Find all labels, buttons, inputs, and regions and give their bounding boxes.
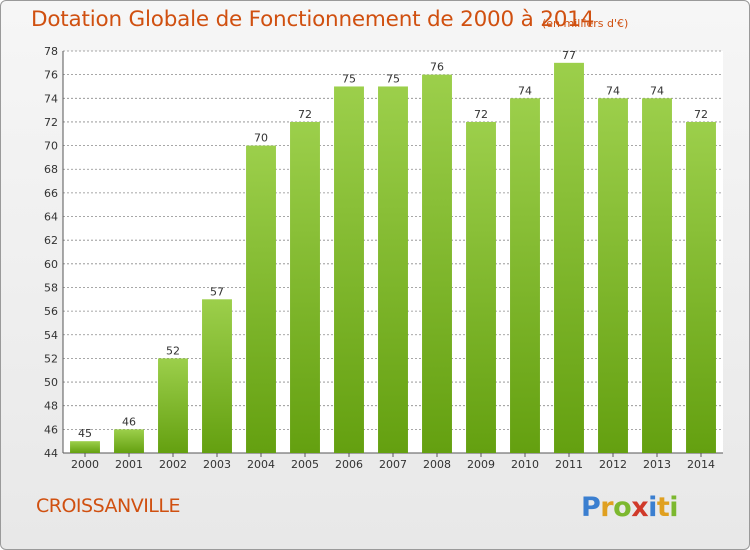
bar bbox=[246, 145, 276, 453]
y-tick-label: 62 bbox=[44, 234, 58, 247]
data-label: 70 bbox=[254, 132, 268, 145]
chart-title: Dotation Globale de Fonctionnement de 20… bbox=[31, 7, 595, 32]
y-tick-label: 78 bbox=[44, 45, 58, 58]
bar bbox=[70, 441, 100, 453]
y-tick-label: 72 bbox=[44, 116, 58, 129]
x-tick-label: 2014 bbox=[687, 458, 715, 471]
y-tick-label: 74 bbox=[44, 92, 58, 105]
x-tick-label: 2013 bbox=[643, 458, 671, 471]
y-tick-label: 50 bbox=[44, 376, 58, 389]
data-label: 52 bbox=[166, 344, 180, 357]
data-label: 74 bbox=[518, 84, 532, 97]
x-tick-label: 2009 bbox=[467, 458, 495, 471]
bar bbox=[290, 121, 320, 454]
y-tick-label: 46 bbox=[44, 423, 58, 436]
data-label: 46 bbox=[122, 415, 136, 428]
chart-unit: (en milliers d'€) bbox=[542, 17, 629, 30]
bar bbox=[202, 299, 232, 453]
y-tick-label: 64 bbox=[44, 211, 58, 224]
x-tick-label: 2003 bbox=[203, 458, 231, 471]
data-label: 75 bbox=[386, 72, 400, 85]
bar bbox=[466, 121, 496, 454]
data-label: 74 bbox=[606, 84, 620, 97]
y-tick-label: 66 bbox=[44, 187, 58, 200]
y-tick-label: 60 bbox=[44, 258, 58, 271]
data-label: 76 bbox=[430, 61, 444, 74]
x-tick-label: 2004 bbox=[247, 458, 275, 471]
y-tick-label: 48 bbox=[44, 400, 58, 413]
bar bbox=[510, 98, 540, 453]
data-label: 72 bbox=[694, 108, 708, 121]
x-tick-label: 2006 bbox=[335, 458, 363, 471]
data-label: 72 bbox=[298, 108, 312, 121]
bar bbox=[334, 86, 364, 454]
y-tick-label: 56 bbox=[44, 305, 58, 318]
y-tick-label: 54 bbox=[44, 329, 58, 342]
commune-name: CROISSANVILLE bbox=[36, 495, 181, 517]
data-label: 72 bbox=[474, 108, 488, 121]
bar bbox=[114, 429, 144, 453]
data-label: 77 bbox=[562, 49, 576, 62]
bar bbox=[554, 62, 584, 454]
y-tick-label: 68 bbox=[44, 163, 58, 176]
proxiti-logo: Proxiti bbox=[581, 492, 679, 523]
x-tick-label: 2000 bbox=[71, 458, 99, 471]
bar bbox=[642, 98, 672, 453]
y-tick-label: 44 bbox=[44, 447, 58, 460]
x-tick-label: 2010 bbox=[511, 458, 539, 471]
data-label: 45 bbox=[78, 427, 92, 440]
y-tick-label: 70 bbox=[44, 140, 58, 153]
x-tick-label: 2008 bbox=[423, 458, 451, 471]
bar bbox=[158, 358, 188, 453]
bar bbox=[686, 121, 716, 454]
x-tick-label: 2012 bbox=[599, 458, 627, 471]
y-tick-label: 52 bbox=[44, 352, 58, 365]
data-label: 57 bbox=[210, 285, 224, 298]
y-tick-label: 76 bbox=[44, 69, 58, 82]
data-label: 75 bbox=[342, 72, 356, 85]
y-tick-label: 58 bbox=[44, 281, 58, 294]
bar bbox=[598, 98, 628, 453]
x-tick-label: 2007 bbox=[379, 458, 407, 471]
x-tick-label: 2001 bbox=[115, 458, 143, 471]
bar bbox=[422, 74, 452, 453]
x-tick-label: 2011 bbox=[555, 458, 583, 471]
bar bbox=[378, 86, 408, 454]
x-tick-label: 2002 bbox=[159, 458, 187, 471]
x-tick-label: 2005 bbox=[291, 458, 319, 471]
svg-text:Proxiti: Proxiti bbox=[581, 492, 678, 523]
data-label: 74 bbox=[650, 84, 664, 97]
